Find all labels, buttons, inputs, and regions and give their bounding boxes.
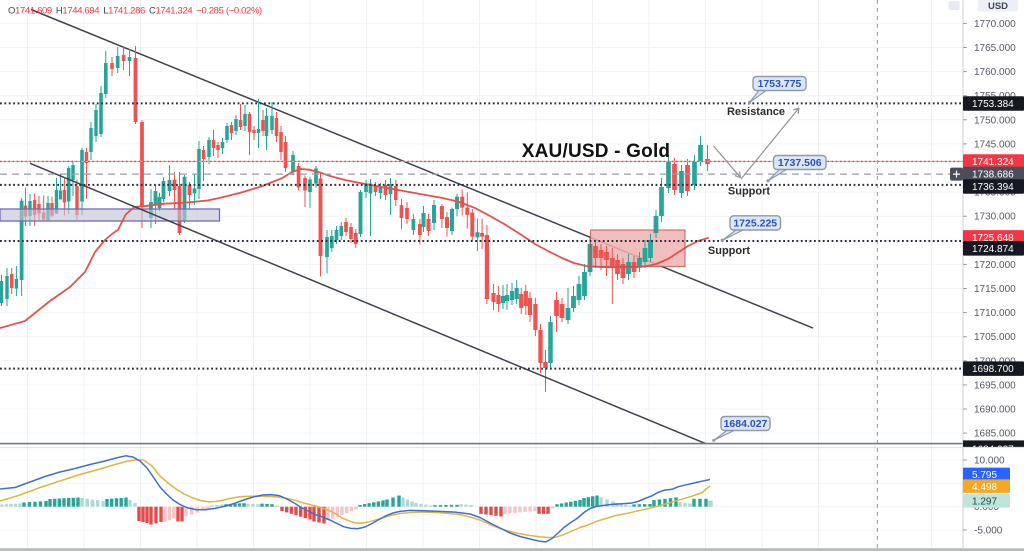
svg-text:1690.000: 1690.000	[974, 405, 1016, 416]
svg-text:Support: Support	[728, 186, 770, 198]
svg-text:1765.000: 1765.000	[974, 43, 1016, 54]
svg-text:1753.775: 1753.775	[758, 78, 802, 90]
svg-text:-5.000: -5.000	[974, 526, 1003, 537]
svg-text:Resistance: Resistance	[727, 106, 785, 118]
svg-text:1741.324: 1741.324	[972, 157, 1014, 168]
svg-text:1725.225: 1725.225	[733, 218, 777, 230]
svg-text:Support: Support	[708, 245, 750, 257]
svg-text:1710.000: 1710.000	[974, 308, 1016, 319]
svg-text:1724.874: 1724.874	[972, 244, 1014, 255]
svg-text:1738.686: 1738.686	[972, 170, 1014, 181]
svg-text:1736.394: 1736.394	[972, 182, 1014, 193]
svg-text:1684.027: 1684.027	[972, 445, 1014, 456]
svg-text:1750.000: 1750.000	[974, 115, 1016, 126]
svg-text:1715.000: 1715.000	[974, 284, 1016, 295]
svg-text:USD: USD	[988, 1, 1008, 12]
svg-text:10.000: 10.000	[974, 456, 1005, 467]
svg-text:1745.000: 1745.000	[974, 139, 1016, 150]
svg-text:1770.000: 1770.000	[974, 19, 1016, 30]
svg-text:1725.648: 1725.648	[972, 233, 1014, 244]
svg-text:1705.000: 1705.000	[974, 332, 1016, 343]
svg-text:1685.000: 1685.000	[974, 429, 1016, 440]
svg-text:1760.000: 1760.000	[974, 67, 1016, 78]
svg-text:0.000: 0.000	[974, 502, 999, 513]
svg-text:XAU/USD - Gold: XAU/USD - Gold	[522, 141, 670, 162]
svg-text:1.297: 1.297	[972, 497, 997, 508]
svg-text:1753.384: 1753.384	[972, 99, 1014, 110]
svg-text:1695.000: 1695.000	[974, 380, 1016, 391]
svg-text:1720.000: 1720.000	[974, 260, 1016, 271]
svg-text:1730.000: 1730.000	[974, 212, 1016, 223]
svg-text:1684.027: 1684.027	[724, 418, 768, 430]
svg-text:5.795: 5.795	[972, 470, 997, 481]
svg-text:1698.700: 1698.700	[972, 364, 1014, 375]
svg-text:1737.506: 1737.506	[778, 157, 822, 169]
svg-text:4.498: 4.498	[972, 482, 997, 493]
